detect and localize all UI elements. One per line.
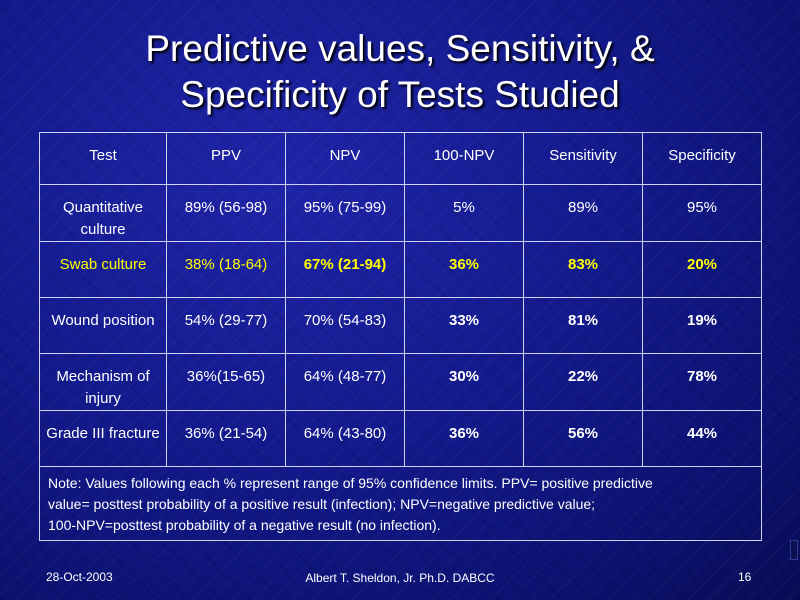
cell-specificity: 19% [642,297,762,354]
cell-specificity: 44% [642,410,762,467]
cell-npv: 64% (43-80) [285,410,405,467]
cell-npv: 95% (75-99) [285,184,405,242]
table-row: Wound position 54% (29-77) 70% (54-83) 3… [39,297,762,354]
cell-test: Mechanism of injury [39,353,167,411]
slide-scroll-marker [790,540,798,560]
note-line-2: value= posttest probability of a positiv… [48,496,596,512]
note-line-1: Note: Values following each % represent … [48,475,653,491]
cell-sensitivity: 89% [523,184,643,242]
cell-test: Swab culture [39,241,167,298]
cell-sensitivity: 81% [523,297,643,354]
table-row-highlighted: Swab culture 38% (18-64) 67% (21-94) 36%… [39,241,762,298]
table-row: Grade III fracture 36% (21-54) 64% (43-8… [39,410,762,467]
cell-ppv: 54% (29-77) [166,297,286,354]
footer-page-number: 16 [738,570,752,584]
table-row: Quantitative culture 89% (56-98) 95% (75… [39,184,762,242]
header-npv: NPV [285,132,405,185]
footer-author: Albert T. Sheldon, Jr. Ph.D. DABCC [305,571,495,585]
cell-100-npv: 33% [404,297,524,354]
cell-test: Grade III fracture [39,410,167,467]
cell-ppv: 38% (18-64) [166,241,286,298]
cell-sensitivity: 22% [523,353,643,411]
note-line-3: 100-NPV=posttest probability of a negati… [48,517,441,533]
title-line-1: Predictive values, Sensitivity, & [145,28,655,69]
results-table: Test PPV NPV 100-NPV Sensitivity Specifi… [39,132,762,541]
table-row: Mechanism of injury 36%(15-65) 64% (48-7… [39,353,762,411]
cell-ppv: 36%(15-65) [166,353,286,411]
cell-ppv: 89% (56-98) [166,184,286,242]
cell-specificity: 95% [642,184,762,242]
header-sensitivity: Sensitivity [523,132,643,185]
cell-npv: 67% (21-94) [285,241,405,298]
cell-npv: 64% (48-77) [285,353,405,411]
cell-ppv: 36% (21-54) [166,410,286,467]
header-100-npv: 100-NPV [404,132,524,185]
header-test: Test [39,132,167,185]
table-note: Note: Values following each % represent … [39,466,762,541]
header-ppv: PPV [166,132,286,185]
cell-sensitivity: 83% [523,241,643,298]
cell-100-npv: 30% [404,353,524,411]
cell-test: Quantitative culture [39,184,167,242]
cell-100-npv: 36% [404,410,524,467]
cell-100-npv: 5% [404,184,524,242]
header-specificity: Specificity [642,132,762,185]
cell-100-npv: 36% [404,241,524,298]
table-note-row: Note: Values following each % represent … [39,466,762,541]
cell-specificity: 78% [642,353,762,411]
table-header-row: Test PPV NPV 100-NPV Sensitivity Specifi… [39,132,762,185]
title-line-2: Specificity of Tests Studied [180,74,620,115]
cell-specificity: 20% [642,241,762,298]
footer-date: 28-Oct-2003 [46,570,113,584]
slide-title: Predictive values, Sensitivity, & Specif… [0,26,800,118]
cell-npv: 70% (54-83) [285,297,405,354]
cell-sensitivity: 56% [523,410,643,467]
cell-test: Wound position [39,297,167,354]
